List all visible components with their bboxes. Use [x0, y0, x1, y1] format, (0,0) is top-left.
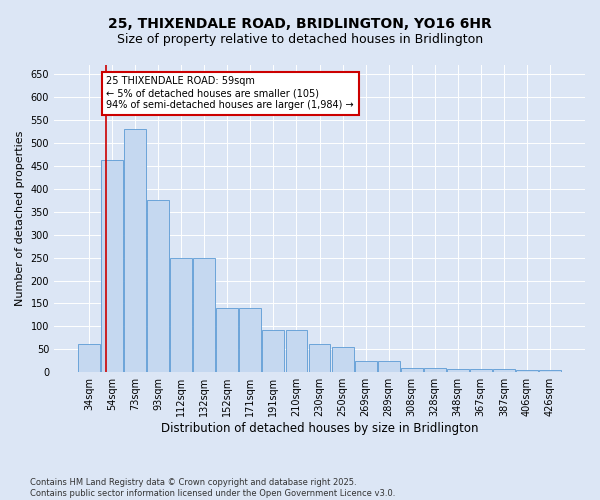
Text: 25 THIXENDALE ROAD: 59sqm
← 5% of detached houses are smaller (105)
94% of semi-: 25 THIXENDALE ROAD: 59sqm ← 5% of detach… — [106, 76, 354, 110]
Bar — [401, 368, 422, 372]
Bar — [217, 308, 238, 372]
Bar — [332, 347, 353, 372]
Bar — [101, 160, 123, 372]
Y-axis label: Number of detached properties: Number of detached properties — [15, 131, 25, 306]
Bar — [447, 370, 469, 372]
Text: Contains HM Land Registry data © Crown copyright and database right 2025.
Contai: Contains HM Land Registry data © Crown c… — [30, 478, 395, 498]
X-axis label: Distribution of detached houses by size in Bridlington: Distribution of detached houses by size … — [161, 422, 478, 435]
Bar — [377, 360, 400, 372]
Bar — [539, 370, 561, 372]
Bar — [424, 368, 446, 372]
Bar — [193, 258, 215, 372]
Bar — [124, 129, 146, 372]
Bar — [470, 370, 492, 372]
Bar — [170, 258, 192, 372]
Bar — [493, 368, 515, 372]
Bar — [355, 360, 377, 372]
Bar — [262, 330, 284, 372]
Text: Size of property relative to detached houses in Bridlington: Size of property relative to detached ho… — [117, 32, 483, 46]
Bar — [308, 344, 331, 372]
Text: 25, THIXENDALE ROAD, BRIDLINGTON, YO16 6HR: 25, THIXENDALE ROAD, BRIDLINGTON, YO16 6… — [108, 18, 492, 32]
Bar — [147, 200, 169, 372]
Bar — [239, 308, 262, 372]
Bar — [516, 370, 538, 372]
Bar — [286, 330, 307, 372]
Bar — [78, 344, 100, 372]
